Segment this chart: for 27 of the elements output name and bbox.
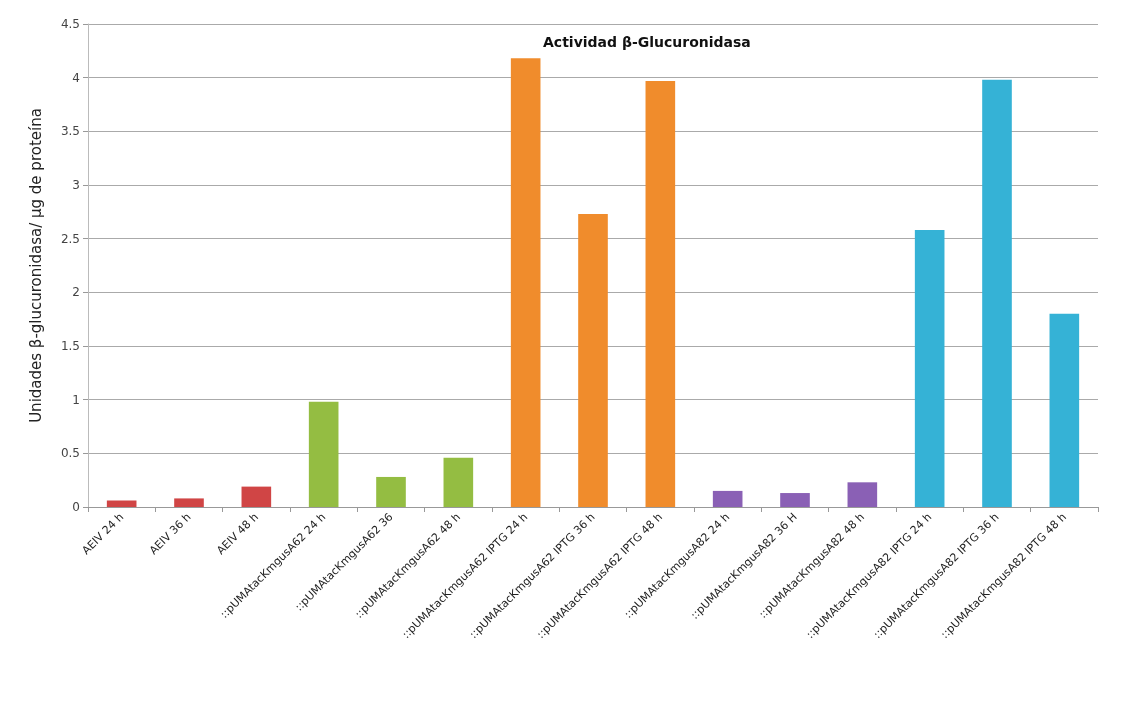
y-tick-label: 0 <box>72 500 80 514</box>
text: Actividad β-Glucuronidasa <box>543 34 751 50</box>
bar <box>443 457 474 507</box>
bar <box>510 58 541 507</box>
y-tick-label: 4 <box>72 70 80 85</box>
bar <box>308 401 339 507</box>
bar <box>106 500 137 507</box>
y-tick-label: 2.5 <box>60 231 80 246</box>
bar <box>376 476 406 507</box>
y-tick-label: 3 <box>72 178 80 192</box>
y-tick-label: 1.5 <box>60 339 80 353</box>
bar <box>578 213 608 507</box>
y-tick-label: 2 <box>72 285 80 300</box>
y-axis-title: Unidades β-glucuronidasa/ µg de proteína <box>26 108 45 423</box>
y-tick-label: 0.5 <box>60 446 80 461</box>
bar <box>914 230 945 507</box>
bar <box>241 486 272 507</box>
bar <box>1049 313 1080 507</box>
y-tick-label: 4.5 <box>60 17 80 31</box>
bar <box>174 498 204 507</box>
bar <box>847 482 878 507</box>
bar <box>982 79 1012 507</box>
bar <box>780 493 810 507</box>
bar <box>712 490 743 507</box>
y-tick-label: 3.5 <box>60 124 80 139</box>
y-tick-label: 1 <box>72 392 80 407</box>
bar <box>645 80 676 507</box>
